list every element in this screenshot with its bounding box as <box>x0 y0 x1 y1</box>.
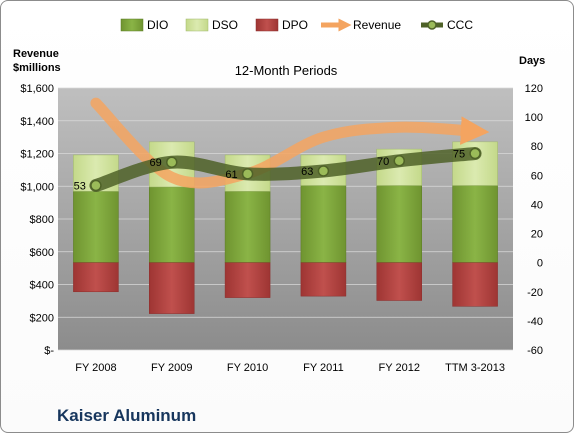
y-left-title-line1: Revenue <box>13 48 59 60</box>
left-tick-label: $1,200 <box>20 149 54 161</box>
bar-dio <box>376 185 422 263</box>
ccc-data-label: 63 <box>301 166 313 178</box>
ccc-point <box>241 168 254 180</box>
left-tick-label: $400 <box>30 280 54 292</box>
ccc-layer: 53 69 61 63 70 75 <box>74 147 482 193</box>
legend-revenue-label: Revenue <box>353 18 401 32</box>
bar-dio <box>149 186 195 263</box>
left-tick-label: $600 <box>30 247 54 259</box>
legend-dso: DSO <box>185 18 238 32</box>
ccc-data-label: 61 <box>225 169 237 181</box>
bar-dpo <box>376 262 422 301</box>
right-tick-label: 0 <box>537 258 543 270</box>
ccc-point <box>166 156 178 168</box>
bar-dio <box>300 185 347 263</box>
x-tick-label: FY 2011 <box>303 362 344 374</box>
legend-dio: DIO <box>120 18 168 32</box>
x-axis-ticks: FY 2008 FY 2009 FY 2010 FY 2011 FY 2012 TTM 3… <box>75 362 505 374</box>
left-tick-label: $800 <box>30 214 54 226</box>
x-tick-label: FY 2008 <box>75 362 116 374</box>
chart-subtitle: 12-Month Periods <box>235 63 338 78</box>
bar-dpo <box>452 262 498 307</box>
left-tick-label: $1,600 <box>20 83 54 95</box>
right-tick-label: 20 <box>531 229 543 241</box>
legend-dpo-label: DPO <box>282 18 308 32</box>
ccc-line <box>89 147 482 193</box>
legend-ccc-label: CCC <box>447 18 473 32</box>
ccc-point <box>317 165 330 177</box>
bar-dio <box>73 191 119 263</box>
right-tick-label: 120 <box>525 83 543 95</box>
right-tick-label: 100 <box>525 112 543 124</box>
right-axis-ticks: -60 -40 -20 0 20 40 60 80 100 120 <box>525 83 543 357</box>
bar-dpo <box>224 262 271 298</box>
legend-dio-label: DIO <box>147 18 168 32</box>
ccc-data-label: 53 <box>74 181 86 193</box>
left-axis-ticks: $- $200 $400 $600 $800 $1,000 $1,200 $1,400 $1,6… <box>20 83 54 357</box>
right-tick-label: -40 <box>527 316 543 328</box>
bar-dio <box>452 185 498 263</box>
right-tick-label: 40 <box>531 199 543 211</box>
x-tick-label: FY 2009 <box>151 362 192 374</box>
legend: DIO DSO DPO Revenue CCC <box>120 18 473 32</box>
right-tick-label: -20 <box>527 287 543 299</box>
company-name: Kaiser Aluminum <box>57 406 196 425</box>
legend-dpo: DPO <box>255 18 308 32</box>
bar-dpo <box>73 262 119 293</box>
left-tick-label: $1,400 <box>20 116 54 128</box>
right-tick-label: 80 <box>531 141 543 153</box>
ccc-point <box>469 147 481 160</box>
right-tick-label: 60 <box>531 170 543 182</box>
bar-dpo <box>149 262 195 314</box>
x-tick-label: TTM 3-2013 <box>445 362 505 374</box>
left-tick-label: $1,000 <box>20 181 54 193</box>
legend-dso-label: DSO <box>212 18 238 32</box>
ccc-data-label: 70 <box>377 156 389 168</box>
x-tick-label: FY 2010 <box>227 362 268 374</box>
left-tick-label: $200 <box>30 312 54 324</box>
bar-dio <box>224 191 271 263</box>
ccc-point <box>90 179 102 192</box>
bar-dpo <box>300 262 347 297</box>
x-tick-label: FY 2012 <box>379 362 420 374</box>
ccc-point <box>393 155 405 167</box>
legend-ccc: CCC <box>421 18 473 32</box>
ccc-data-label: 69 <box>150 157 162 169</box>
left-tick-label: $- <box>44 345 54 357</box>
y-right-title: Days <box>519 55 545 67</box>
right-tick-label: -60 <box>527 345 543 357</box>
legend-revenue: Revenue <box>321 18 401 32</box>
y-left-title-line2: $millions <box>13 62 61 74</box>
ccc-data-label: 75 <box>453 149 465 161</box>
gridlines <box>58 87 513 351</box>
